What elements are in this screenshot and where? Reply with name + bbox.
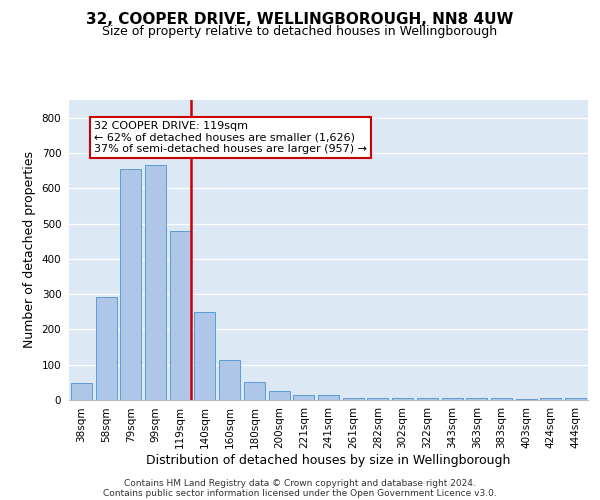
Bar	[95, 296, 116, 400]
X-axis label: Distribution of detached houses by size in Wellingborough: Distribution of detached houses by size …	[146, 454, 511, 467]
Bar	[466, 398, 487, 400]
Bar	[541, 398, 562, 400]
Bar	[516, 399, 537, 400]
Bar	[367, 398, 388, 400]
Text: Size of property relative to detached houses in Wellingborough: Size of property relative to detached ho…	[103, 25, 497, 38]
Bar	[145, 166, 166, 400]
Bar	[269, 391, 290, 400]
Bar	[565, 398, 586, 400]
Bar	[392, 398, 413, 400]
Bar	[71, 384, 92, 400]
Bar	[219, 360, 240, 400]
Bar	[293, 394, 314, 400]
Bar	[120, 169, 141, 400]
Bar	[442, 398, 463, 400]
Bar	[194, 312, 215, 400]
Bar	[318, 395, 339, 400]
Text: Contains public sector information licensed under the Open Government Licence v3: Contains public sector information licen…	[103, 488, 497, 498]
Bar	[343, 398, 364, 400]
Bar	[491, 398, 512, 400]
Bar	[170, 232, 191, 400]
Text: 32 COOPER DRIVE: 119sqm
← 62% of detached houses are smaller (1,626)
37% of semi: 32 COOPER DRIVE: 119sqm ← 62% of detache…	[94, 121, 367, 154]
Y-axis label: Number of detached properties: Number of detached properties	[23, 152, 36, 348]
Bar	[244, 382, 265, 400]
Bar	[417, 398, 438, 400]
Text: Contains HM Land Registry data © Crown copyright and database right 2024.: Contains HM Land Registry data © Crown c…	[124, 478, 476, 488]
Text: 32, COOPER DRIVE, WELLINGBOROUGH, NN8 4UW: 32, COOPER DRIVE, WELLINGBOROUGH, NN8 4U…	[86, 12, 514, 28]
